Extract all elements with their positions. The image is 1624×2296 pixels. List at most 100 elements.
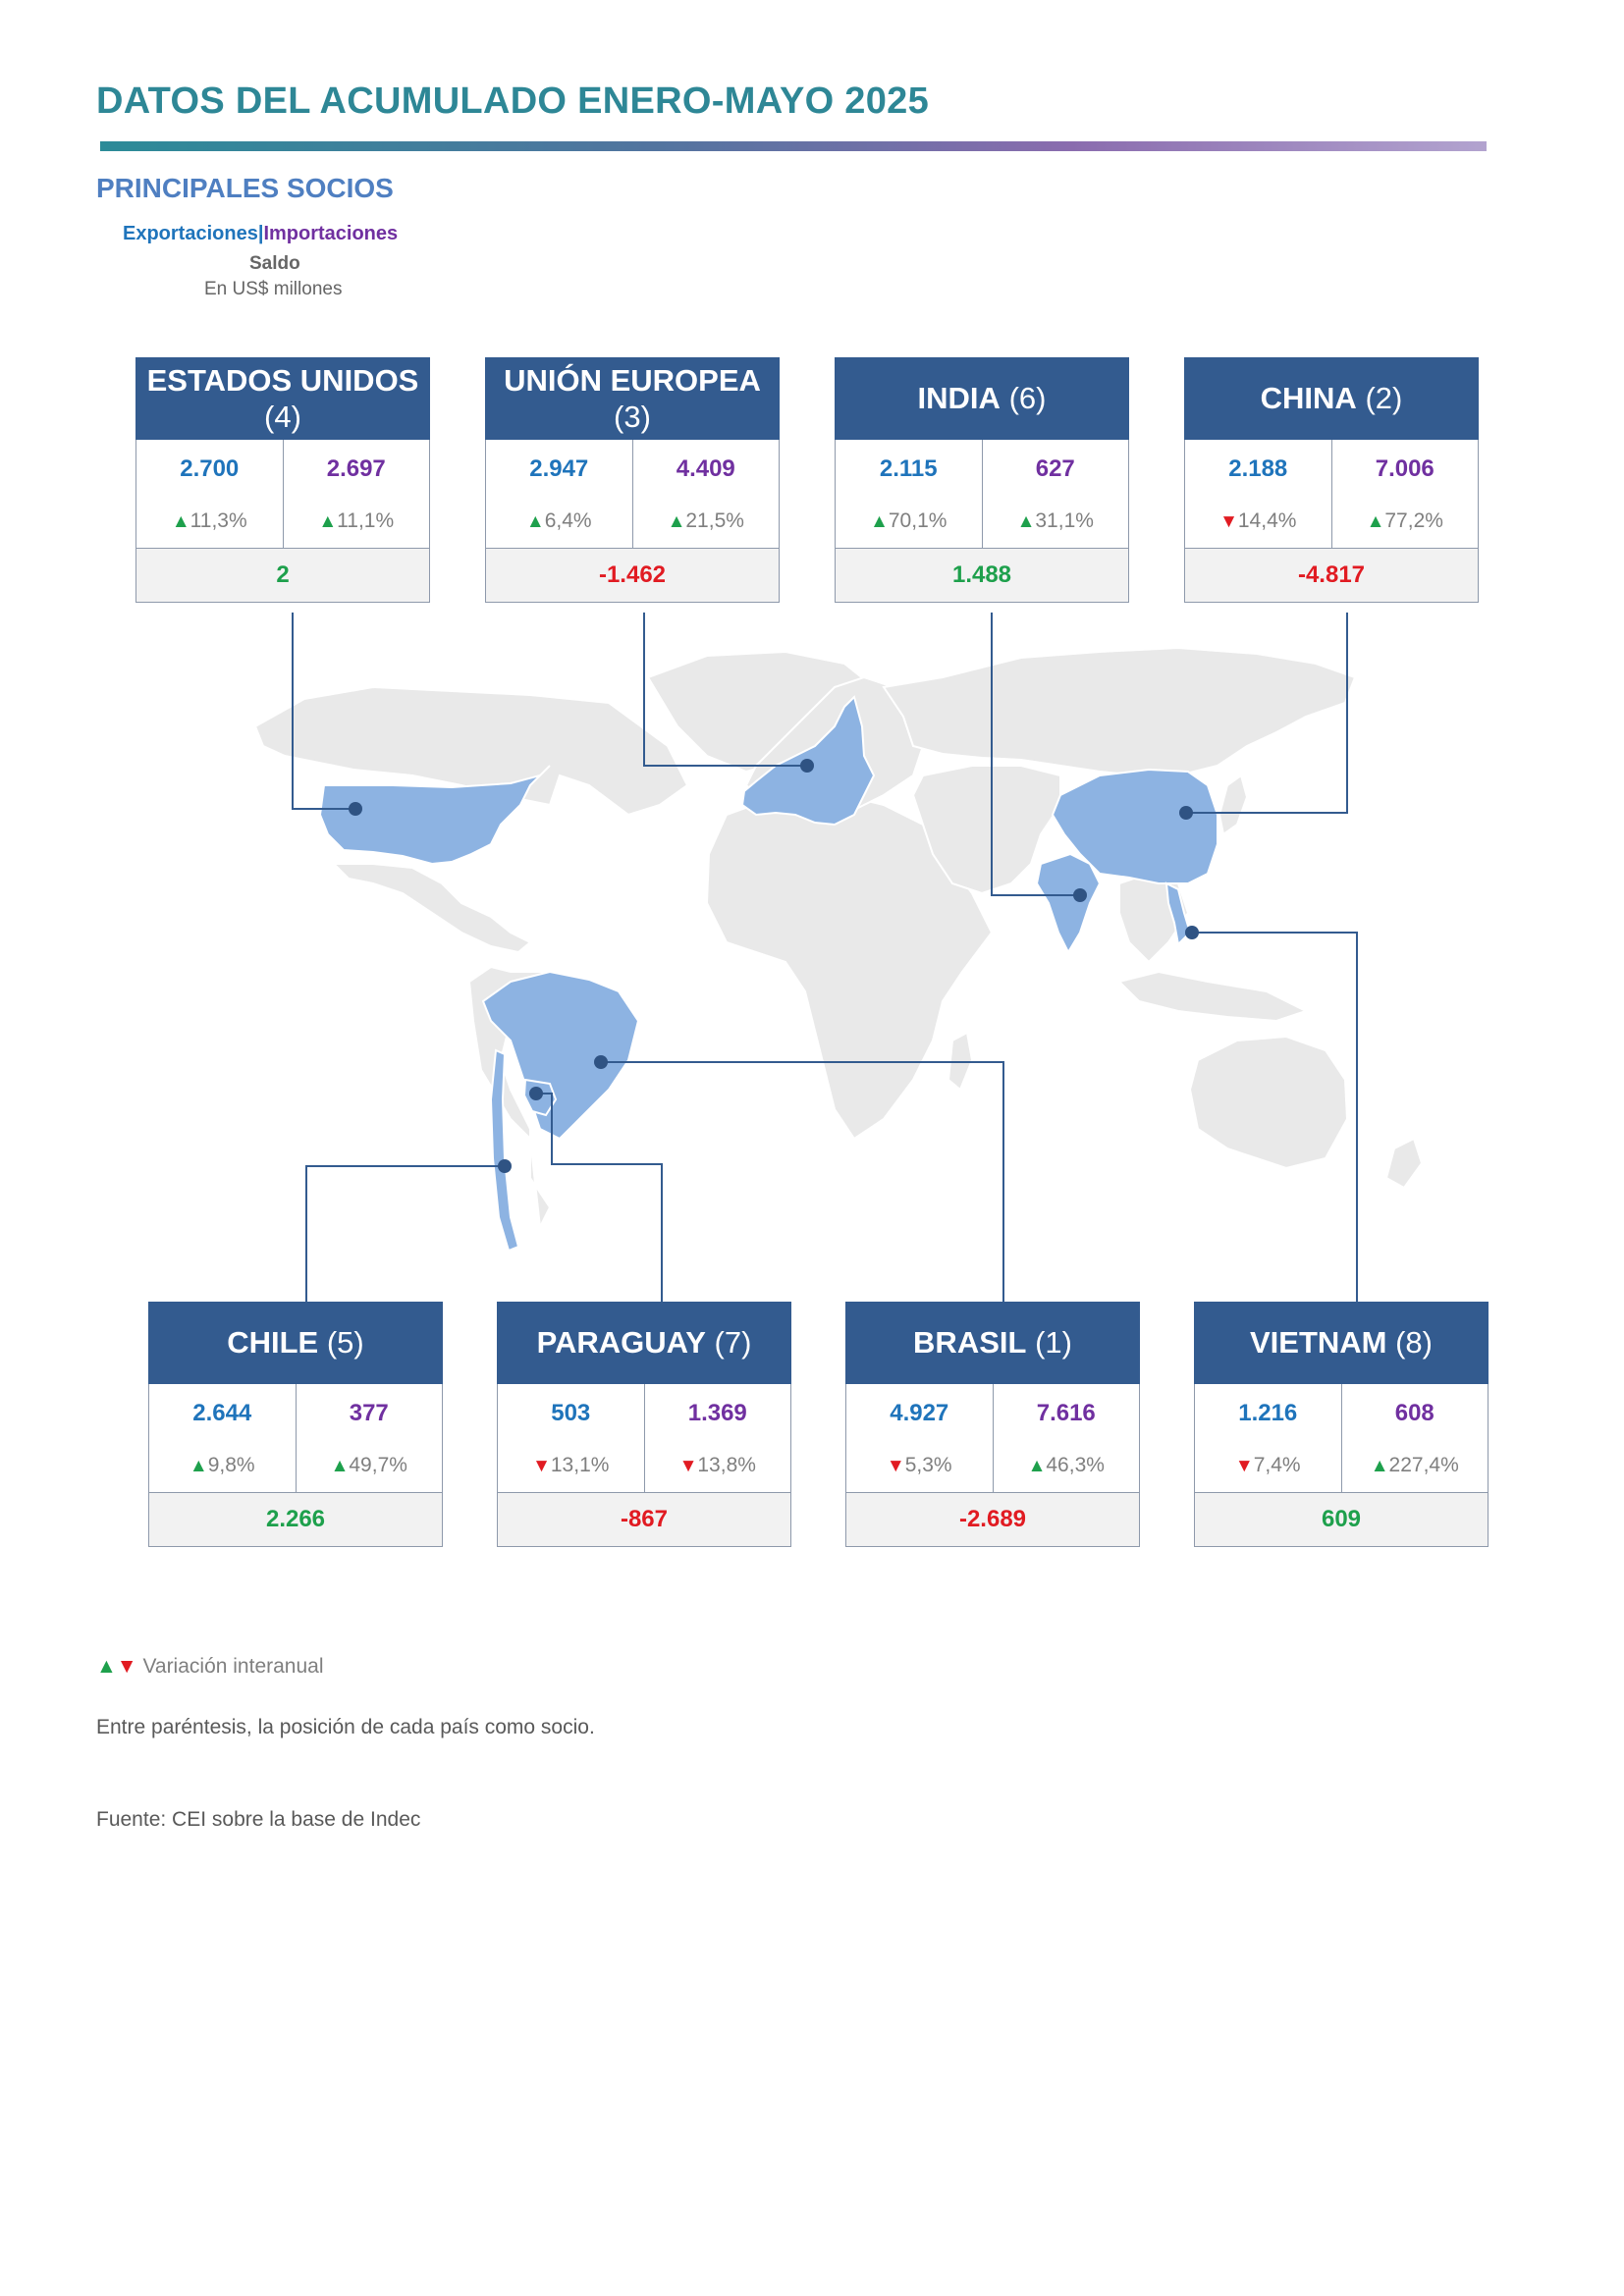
location-dots bbox=[349, 759, 1199, 1173]
partner-card-china: CHINA (2) 2.188 ▼14,4% 7.006 ▲77,2% -4.8… bbox=[1184, 357, 1479, 603]
partner-position: (4) bbox=[264, 400, 301, 434]
card-values: 2.115 ▲70,1% 627 ▲31,1% bbox=[835, 440, 1129, 548]
arrow-up-icon: ▲ bbox=[1027, 1456, 1047, 1476]
connector-eu bbox=[643, 613, 807, 767]
usa-shape bbox=[318, 765, 551, 866]
imports-variation: ▲11,1% bbox=[318, 509, 395, 532]
imports-value: 1.369 bbox=[687, 1400, 747, 1426]
arrow-up-icon: ▲ bbox=[96, 1655, 117, 1678]
partner-card-vietnam: VIETNAM (8) 1.216 ▼7,4% 608 ▲227,4% 609 bbox=[1194, 1302, 1489, 1547]
partner-position: (7) bbox=[714, 1325, 752, 1361]
dot-china bbox=[1179, 806, 1193, 820]
chile-shape bbox=[489, 1048, 520, 1253]
arrow-down-icon: ▼ bbox=[1234, 1456, 1254, 1476]
china-shape bbox=[1051, 768, 1218, 884]
connector-usa bbox=[292, 613, 355, 810]
card-header: CHILE (5) bbox=[148, 1302, 443, 1384]
arrow-down-icon: ▼ bbox=[886, 1456, 905, 1476]
connector-vietnam bbox=[1192, 932, 1358, 1302]
title-divider bbox=[100, 141, 1487, 151]
balance-value: -2.689 bbox=[845, 1492, 1140, 1547]
card-header: UNIÓN EUROPEA (3) bbox=[485, 357, 780, 440]
partner-position: (6) bbox=[1008, 381, 1047, 416]
exports-value: 2.644 bbox=[192, 1400, 252, 1426]
card-values: 4.927 ▼5,3% 7.616 ▲46,3% bbox=[845, 1384, 1140, 1492]
card-values: 2.947 ▲6,4% 4.409 ▲21,5% bbox=[485, 440, 780, 548]
partner-name: INDIA bbox=[917, 381, 1001, 416]
arrow-up-icon: ▲ bbox=[171, 511, 190, 532]
arrow-down-icon: ▼ bbox=[116, 1655, 137, 1678]
connector-brazil bbox=[601, 1061, 1004, 1302]
connector-china bbox=[1186, 613, 1348, 814]
imports-value: 7.616 bbox=[1036, 1400, 1096, 1426]
imports-variation: ▲31,1% bbox=[1016, 509, 1094, 532]
card-header: INDIA (6) bbox=[835, 357, 1129, 440]
card-header: BRASIL (1) bbox=[845, 1302, 1140, 1384]
imports-value: 7.006 bbox=[1375, 455, 1435, 482]
partner-card-eu: UNIÓN EUROPEA (3) 2.947 ▲6,4% 4.409 ▲21,5… bbox=[485, 357, 780, 603]
legend-exports: Exportaciones bbox=[123, 223, 258, 244]
partner-name: BRASIL bbox=[913, 1325, 1027, 1361]
page-title: DATOS DEL ACUMULADO ENERO-MAYO 2025 bbox=[96, 80, 930, 122]
dot-eu bbox=[800, 759, 814, 773]
exports-value: 2.188 bbox=[1228, 455, 1288, 482]
exports-variation: ▲70,1% bbox=[870, 509, 947, 532]
partner-position: (2) bbox=[1365, 381, 1403, 416]
imports-value: 4.409 bbox=[676, 455, 735, 482]
card-values: 2.700 ▲11,3% 2.697 ▲11,1% bbox=[135, 440, 430, 548]
exports-value: 1.216 bbox=[1238, 1400, 1298, 1426]
vietnam-shape bbox=[1164, 881, 1192, 947]
exports-variation: ▼14,4% bbox=[1219, 509, 1297, 532]
arrow-up-icon: ▲ bbox=[667, 511, 686, 532]
arrow-up-icon: ▲ bbox=[870, 511, 889, 532]
legend-separator: | bbox=[257, 223, 264, 244]
imports-variation: ▲77,2% bbox=[1366, 509, 1443, 532]
imports-variation: ▲227,4% bbox=[1370, 1454, 1459, 1476]
balance-value: 2 bbox=[135, 548, 430, 603]
card-header: PARAGUAY (7) bbox=[497, 1302, 791, 1384]
india-shape bbox=[1035, 852, 1102, 955]
exports-value: 2.700 bbox=[180, 455, 240, 482]
dot-usa bbox=[349, 802, 362, 816]
arrow-down-icon: ▼ bbox=[532, 1456, 551, 1476]
dot-paraguay bbox=[529, 1087, 543, 1100]
dot-vietnam bbox=[1185, 926, 1199, 939]
arrow-up-icon: ▲ bbox=[318, 511, 338, 532]
card-header: VIETNAM (8) bbox=[1194, 1302, 1489, 1384]
arrow-up-icon: ▲ bbox=[1366, 511, 1385, 532]
arrow-up-icon: ▲ bbox=[525, 511, 545, 532]
partner-card-paraguay: PARAGUAY (7) 503 ▼13,1% 1.369 ▼13,8% -86… bbox=[497, 1302, 791, 1547]
partner-position: (5) bbox=[326, 1325, 364, 1361]
balance-value: 2.266 bbox=[148, 1492, 443, 1547]
card-values: 2.644 ▲9,8% 377 ▲49,7% bbox=[148, 1384, 443, 1492]
card-header: CHINA (2) bbox=[1184, 357, 1479, 440]
imports-value: 608 bbox=[1394, 1400, 1435, 1426]
exports-variation: ▼7,4% bbox=[1234, 1454, 1301, 1476]
arrow-up-icon: ▲ bbox=[330, 1456, 350, 1476]
exports-variation: ▲6,4% bbox=[525, 509, 592, 532]
partner-name: PARAGUAY bbox=[536, 1325, 706, 1361]
arrow-up-icon: ▲ bbox=[1016, 511, 1036, 532]
balance-value: -1.462 bbox=[485, 548, 780, 603]
imports-value: 627 bbox=[1035, 455, 1075, 482]
card-values: 503 ▼13,1% 1.369 ▼13,8% bbox=[497, 1384, 791, 1492]
exports-value: 4.927 bbox=[890, 1400, 949, 1426]
exports-variation: ▲9,8% bbox=[189, 1454, 255, 1476]
connector-paraguay bbox=[536, 1093, 663, 1302]
card-header: ESTADOS UNIDOS (4) bbox=[135, 357, 430, 440]
partner-name: VIETNAM bbox=[1249, 1325, 1387, 1361]
arrow-down-icon: ▼ bbox=[678, 1456, 698, 1476]
connector-chile bbox=[305, 1165, 505, 1302]
partner-name: CHILE bbox=[227, 1325, 319, 1361]
partner-position: (1) bbox=[1035, 1325, 1072, 1361]
partner-card-india: INDIA (6) 2.115 ▲70,1% 627 ▲31,1% 1.488 bbox=[835, 357, 1129, 603]
partner-name: CHINA bbox=[1260, 381, 1357, 416]
partner-card-brazil: BRASIL (1) 4.927 ▼5,3% 7.616 ▲46,3% -2.6… bbox=[845, 1302, 1140, 1547]
imports-variation: ▲21,5% bbox=[667, 509, 744, 532]
source-note: Fuente: CEI sobre la base de Indec bbox=[96, 1808, 421, 1831]
exports-value: 2.947 bbox=[529, 455, 589, 482]
legend-balance: Saldo bbox=[249, 253, 300, 274]
balance-value: -867 bbox=[497, 1492, 791, 1547]
balance-value: 1.488 bbox=[835, 548, 1129, 603]
brazil-shape bbox=[481, 970, 640, 1141]
